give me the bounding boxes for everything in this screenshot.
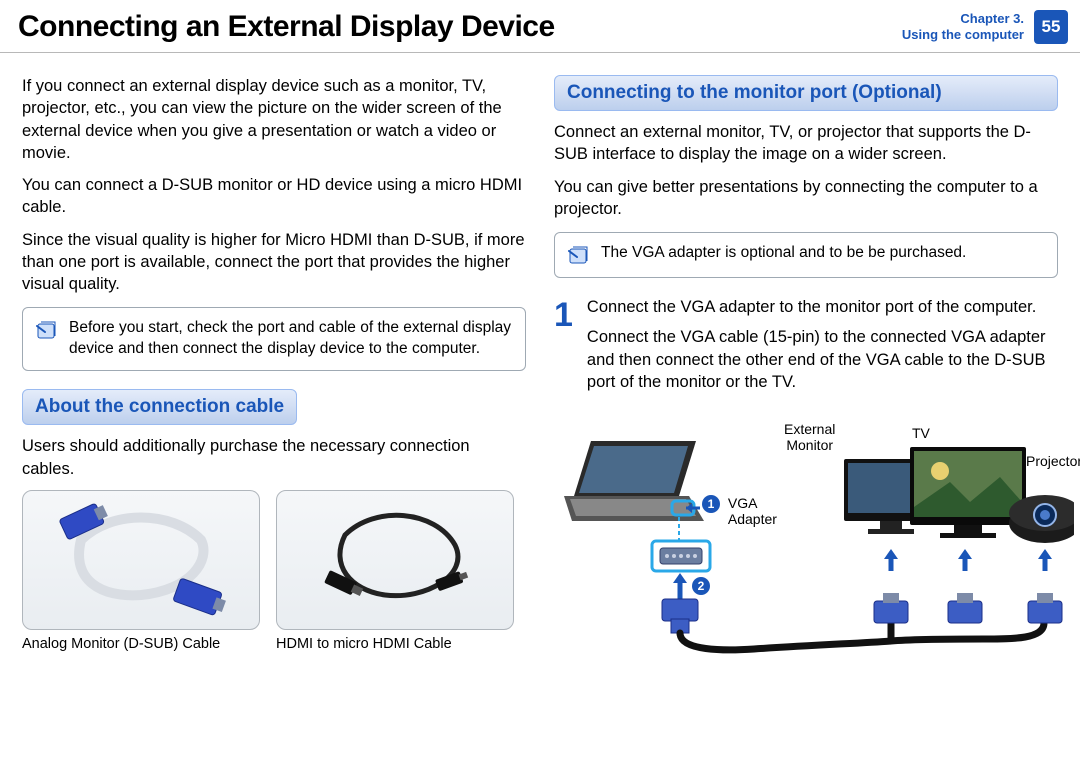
section-head-cable: About the connection cable xyxy=(22,389,297,425)
chapter-line1: Chapter 3. xyxy=(902,11,1024,27)
cable-card-dsub: Analog Monitor (D-SUB) Cable xyxy=(22,490,260,652)
right-p1: Connect an external monitor, TV, or proj… xyxy=(554,121,1058,166)
intro-para-1: If you connect an external display devic… xyxy=(22,75,526,164)
step-number: 1 xyxy=(554,296,573,401)
note-box-left: Before you start, check the port and cab… xyxy=(22,307,526,371)
cable-caption-hdmi: HDMI to micro HDMI Cable xyxy=(276,636,514,652)
right-p2: You can give better presentations by con… xyxy=(554,176,1058,221)
intro-para-3: Since the visual quality is higher for M… xyxy=(22,229,526,296)
label-projector: Projector xyxy=(1026,453,1080,469)
step-1a: Connect the VGA adapter to the monitor p… xyxy=(587,296,1058,318)
right-column: Connecting to the monitor port (Optional… xyxy=(554,75,1058,661)
left-column: If you connect an external display devic… xyxy=(22,75,526,661)
chapter-text: Chapter 3. Using the computer xyxy=(902,11,1024,44)
connector-projector xyxy=(1028,549,1062,623)
step-body: Connect the VGA adapter to the monitor p… xyxy=(587,296,1058,401)
page-title: Connecting an External Display Device xyxy=(18,10,555,44)
cable-image-hdmi xyxy=(276,490,514,630)
chapter-line2: Using the computer xyxy=(902,27,1024,43)
marker-1: 1 xyxy=(702,495,720,513)
cable-row: Analog Monitor (D-SUB) Cable xyxy=(22,490,526,652)
cable-image-dsub xyxy=(22,490,260,630)
note-icon xyxy=(567,243,591,267)
note-box-right: The VGA adapter is optional and to be be… xyxy=(554,232,1058,278)
marker-2: 2 xyxy=(692,577,710,595)
label-external-monitor: External Monitor xyxy=(784,421,835,453)
page-number-badge: 55 xyxy=(1034,10,1068,44)
note-text-left: Before you start, check the port and cab… xyxy=(69,318,513,360)
connection-diagram: External Monitor TV Projector 1 VGA Adap… xyxy=(554,411,1058,661)
note-text-right: The VGA adapter is optional and to be be… xyxy=(601,243,966,267)
connector-monitor xyxy=(874,549,908,623)
connector-tv xyxy=(948,549,982,623)
step-1b: Connect the VGA cable (15-pin) to the co… xyxy=(587,326,1058,393)
intro-para-2: You can connect a D-SUB monitor or HD de… xyxy=(22,174,526,219)
note-icon xyxy=(35,318,59,342)
cable-card-hdmi: HDMI to micro HDMI Cable xyxy=(276,490,514,652)
label-tv: TV xyxy=(912,425,930,441)
label-vga-adapter: VGA Adapter xyxy=(728,495,777,527)
cable-section-body: Users should additionally purchase the n… xyxy=(22,435,526,480)
page-header: Connecting an External Display Device Ch… xyxy=(0,0,1080,53)
section-head-monitor: Connecting to the monitor port (Optional… xyxy=(554,75,1058,111)
cable-caption-dsub: Analog Monitor (D-SUB) Cable xyxy=(22,636,260,652)
step-1: 1 Connect the VGA adapter to the monitor… xyxy=(554,296,1058,401)
chapter-block: Chapter 3. Using the computer 55 xyxy=(902,10,1068,44)
